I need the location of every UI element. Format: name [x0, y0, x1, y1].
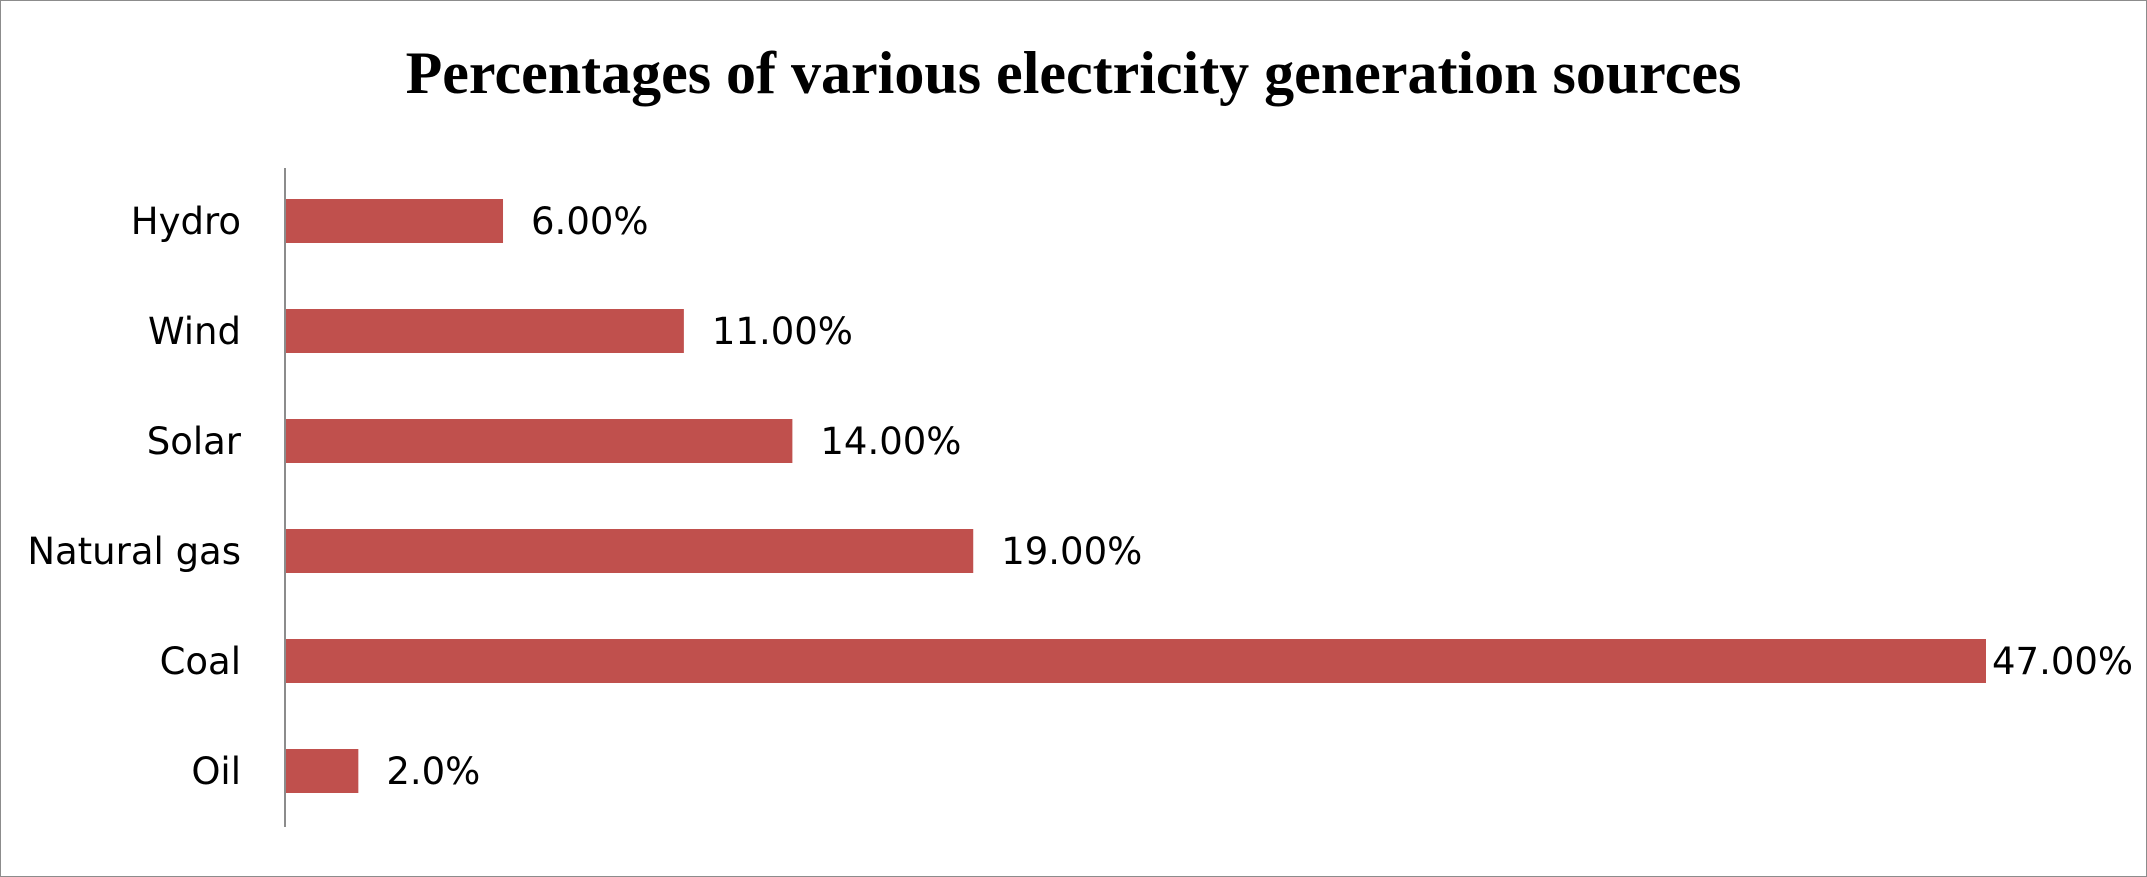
- category-label-coal: Coal: [160, 640, 241, 683]
- bar-oil: [286, 749, 359, 793]
- category-label-solar: Solar: [147, 420, 242, 463]
- value-label-hydro: 6.00%: [531, 200, 649, 243]
- value-label-solar: 14.00%: [820, 420, 961, 463]
- value-label-wind: 11.00%: [712, 310, 853, 353]
- bar-wind: [286, 309, 684, 353]
- value-labels: 6.00% 11.00% 14.00% 19.00% 47.00% 2.0%: [386, 200, 2133, 793]
- chart-title: Percentages of various electricity gener…: [405, 40, 1742, 106]
- bar-natural-gas: [286, 529, 974, 573]
- bar-coal: [286, 639, 1986, 683]
- value-label-oil: 2.0%: [386, 750, 480, 793]
- value-label-coal: 47.00%: [1992, 640, 2133, 683]
- category-labels: Hydro Wind Solar Natural gas Coal Oil: [27, 200, 241, 793]
- category-label-oil: Oil: [191, 750, 241, 793]
- bar-hydro: [286, 199, 504, 243]
- category-label-natural-gas: Natural gas: [27, 530, 241, 573]
- value-label-natural-gas: 19.00%: [1001, 530, 1142, 573]
- category-label-hydro: Hydro: [131, 200, 241, 243]
- bar-solar: [286, 419, 793, 463]
- category-label-wind: Wind: [148, 310, 241, 353]
- bars-layer: [286, 199, 1986, 793]
